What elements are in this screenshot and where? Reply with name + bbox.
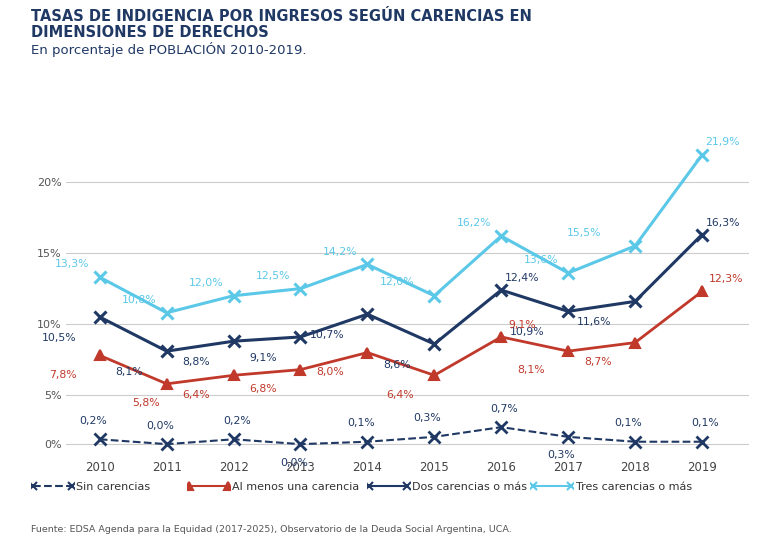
Text: En porcentaje de POBLACIÓN 2010-2019.: En porcentaje de POBLACIÓN 2010-2019. [31, 42, 307, 57]
Text: 6,4%: 6,4% [387, 389, 414, 400]
Text: 9,1%: 9,1% [250, 353, 277, 362]
Text: 5,8%: 5,8% [133, 398, 160, 408]
Text: 0,1%: 0,1% [347, 418, 374, 428]
Text: 7,8%: 7,8% [48, 369, 76, 380]
Text: 8,1%: 8,1% [115, 367, 144, 377]
Text: 10,5%: 10,5% [41, 333, 76, 343]
Text: 0,3%: 0,3% [548, 450, 576, 460]
Text: 8,0%: 8,0% [316, 367, 344, 377]
Text: 8,6%: 8,6% [383, 360, 411, 370]
Text: Fuente: EDSA Agenda para la Equidad (2017-2025), Observatorio de la Deuda Social: Fuente: EDSA Agenda para la Equidad (201… [31, 524, 512, 534]
Text: 16,3%: 16,3% [705, 218, 739, 227]
Text: 15,5%: 15,5% [567, 228, 601, 238]
Text: 8,8%: 8,8% [183, 357, 210, 367]
Text: 6,4%: 6,4% [183, 389, 210, 400]
Text: Al menos una carencia: Al menos una carencia [232, 482, 360, 491]
Text: 12,5%: 12,5% [256, 271, 290, 281]
Text: 0,0%: 0,0% [146, 421, 174, 431]
Text: 12,0%: 12,0% [189, 278, 224, 288]
Text: 12,0%: 12,0% [380, 277, 414, 287]
Text: 8,7%: 8,7% [584, 357, 612, 367]
Text: 10,9%: 10,9% [510, 327, 544, 337]
Text: 13,3%: 13,3% [55, 259, 90, 269]
Text: 0,2%: 0,2% [80, 416, 107, 426]
Text: 6,8%: 6,8% [250, 384, 277, 394]
Text: 16,2%: 16,2% [456, 218, 491, 228]
Text: DIMENSIONES DE DERECHOS: DIMENSIONES DE DERECHOS [31, 25, 269, 40]
Text: 21,9%: 21,9% [705, 137, 739, 146]
Text: 12,3%: 12,3% [709, 274, 743, 285]
Text: 0,3%: 0,3% [413, 414, 441, 423]
Text: 0,0%: 0,0% [280, 457, 308, 468]
Text: 8,1%: 8,1% [517, 366, 544, 375]
Text: 0,7%: 0,7% [491, 404, 519, 414]
Text: Tres carencias o más: Tres carencias o más [576, 482, 692, 491]
Text: 12,4%: 12,4% [505, 273, 539, 283]
Text: 14,2%: 14,2% [323, 247, 357, 256]
Text: 9,1%: 9,1% [508, 320, 536, 330]
Text: 10,8%: 10,8% [122, 295, 157, 305]
Text: 0,2%: 0,2% [223, 416, 251, 426]
Text: Dos carencias o más: Dos carencias o más [412, 482, 526, 491]
Text: 0,1%: 0,1% [691, 418, 719, 428]
Text: 0,1%: 0,1% [615, 418, 642, 428]
Text: TASAS DE INDIGENCIA POR INGRESOS SEGÚN CARENCIAS EN: TASAS DE INDIGENCIA POR INGRESOS SEGÚN C… [31, 9, 532, 24]
Text: 11,6%: 11,6% [577, 317, 612, 327]
Text: 10,7%: 10,7% [310, 330, 344, 340]
Text: Sin carencias: Sin carencias [76, 482, 151, 491]
Text: 13,6%: 13,6% [523, 255, 558, 265]
